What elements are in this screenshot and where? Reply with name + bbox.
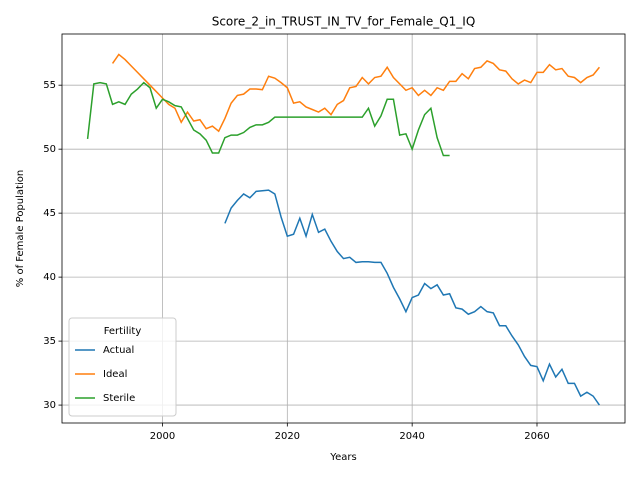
line-series: [111, 53, 600, 133]
legend-label: Sterile: [103, 393, 135, 404]
plot-frame: [61, 33, 626, 424]
legend-label: Actual: [103, 345, 134, 356]
line-series: [86, 81, 450, 157]
line-series: [224, 189, 601, 406]
y-tick-label: 30: [43, 400, 56, 411]
x-tick-label: 2000: [150, 431, 175, 442]
y-tick-label: 50: [43, 144, 56, 155]
y-tick-label: 35: [43, 336, 56, 347]
x-tick-label: 2040: [399, 431, 424, 442]
y-tick-label: 55: [43, 80, 56, 91]
y-tick-label: 45: [43, 208, 56, 219]
legend-title: Fertility: [104, 326, 142, 337]
y-axis-label: % of Female Population: [15, 170, 26, 287]
x-axis-label: Years: [329, 452, 356, 463]
x-tick-label: 2020: [275, 431, 300, 442]
chart-title: Score_2_in_TRUST_IN_TV_for_Female_Q1_IQ: [212, 15, 476, 29]
legend-box: [68, 317, 177, 417]
legend-label: Ideal: [103, 369, 127, 380]
x-tick-label: 2060: [524, 431, 549, 442]
y-tick-label: 40: [43, 272, 56, 283]
